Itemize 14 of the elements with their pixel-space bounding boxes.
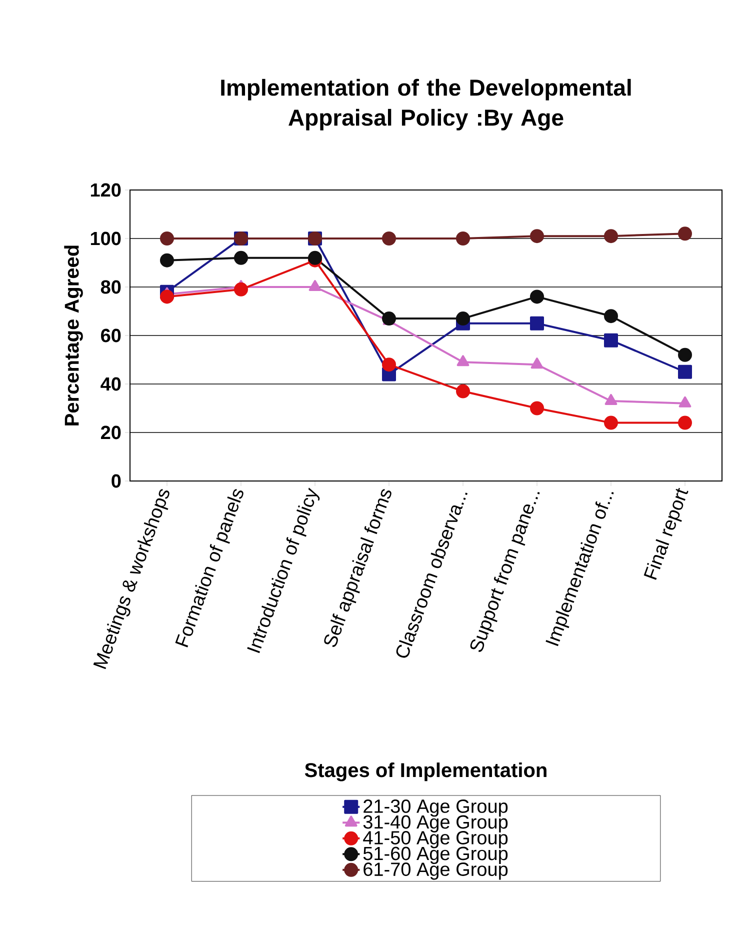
chart-title: Implementation of the Developmental Appraisal Policy :By Age <box>221 78 631 130</box>
y-axis-title: Percentage Agreed <box>64 246 83 426</box>
y-tick-label: 0 <box>112 474 121 488</box>
x-axis-title: Stages of Implementation <box>304 762 546 782</box>
y-tick-label: 40 <box>100 377 121 391</box>
y-tick-label: 120 <box>90 183 121 197</box>
legend-label: 61-70 Age Group <box>364 862 508 880</box>
legend-label: 51-60 Age Group <box>363 846 508 864</box>
y-tick-label: 60 <box>101 328 121 342</box>
x-tick-label: Final report <box>644 488 688 580</box>
y-tick-label: 20 <box>100 426 121 440</box>
legend-label: 31-40 Age Group <box>363 815 508 832</box>
y-tick-label: 100 <box>90 232 121 246</box>
y-tick-label: 80 <box>100 280 121 294</box>
